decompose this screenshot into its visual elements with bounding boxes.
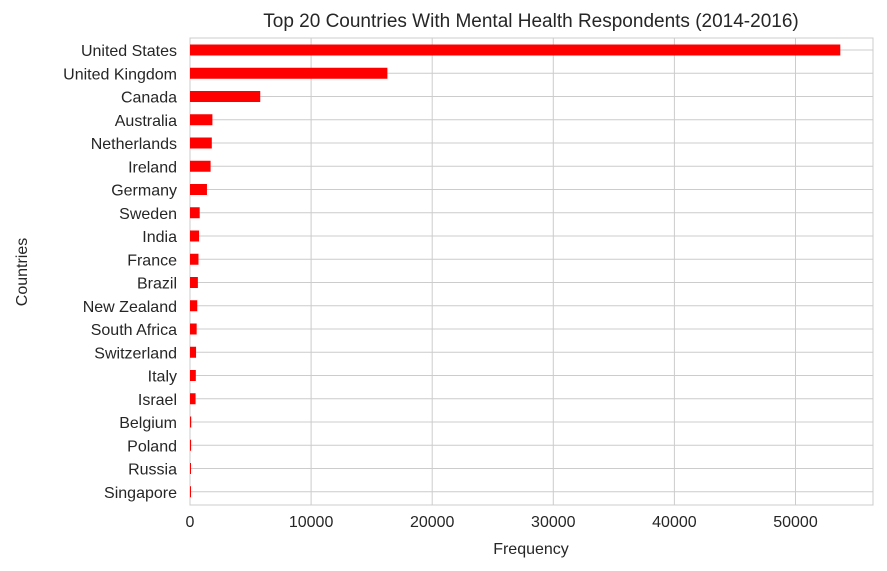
x-tick-label: 50000 [773,514,818,531]
bar [190,160,211,172]
x-tick-labels: 0 10000 20000 30000 40000 50000 [186,514,818,531]
y-tick-label: Italy [148,369,177,386]
y-tick-label: Russia [128,462,177,479]
bar [190,416,192,428]
bar [190,463,191,474]
x-tick-label: 20000 [410,514,455,531]
y-tick-label: New Zealand [83,299,177,316]
gridlines [189,38,873,505]
y-tick-label: France [127,252,177,269]
bar [190,393,196,405]
x-axis-label: Frequency [493,541,569,558]
x-tick-label: 40000 [652,514,697,531]
bar [190,137,212,149]
y-tick-label: United States [81,43,177,60]
y-tick-label: Poland [127,438,177,455]
y-tick-label: Australia [115,113,177,130]
bar [190,370,196,381]
y-tick-label: India [142,229,177,246]
x-tick-label: 30000 [531,514,576,531]
bar [190,44,841,56]
y-tick-label: Germany [111,183,177,200]
bar [190,67,388,79]
y-tick-label: Canada [121,90,177,107]
bar [190,230,200,242]
bar [190,277,198,288]
bar [190,346,197,358]
bar [190,486,191,498]
y-tick-label: Belgium [119,415,177,432]
bar [190,114,213,126]
bar [190,184,207,195]
bar [190,439,192,451]
plot-frame [189,37,874,506]
bar [190,253,199,265]
y-tick-label: United Kingdom [63,66,177,83]
bars [190,44,841,498]
y-tick-label: South Africa [91,322,177,339]
y-tick-label: Brazil [137,276,177,293]
chart-title: Top 20 Countries With Mental Health Resp… [263,11,798,32]
x-tick-label: 0 [186,514,195,531]
y-tick-label: Sweden [119,206,177,223]
y-tick-label: Netherlands [91,136,177,153]
y-tick-labels: United States United Kingdom Canada Austral… [63,43,177,502]
bar [190,300,198,312]
y-tick-label: Singapore [104,485,177,502]
y-tick-label: Israel [138,392,177,409]
x-tick-label: 10000 [289,514,334,531]
bar [190,207,200,219]
y-tick-label: Switzerland [94,345,177,362]
bar [190,323,197,335]
y-tick-label: Ireland [128,159,177,176]
y-axis-label: Countries [14,238,31,306]
bar [190,91,261,102]
